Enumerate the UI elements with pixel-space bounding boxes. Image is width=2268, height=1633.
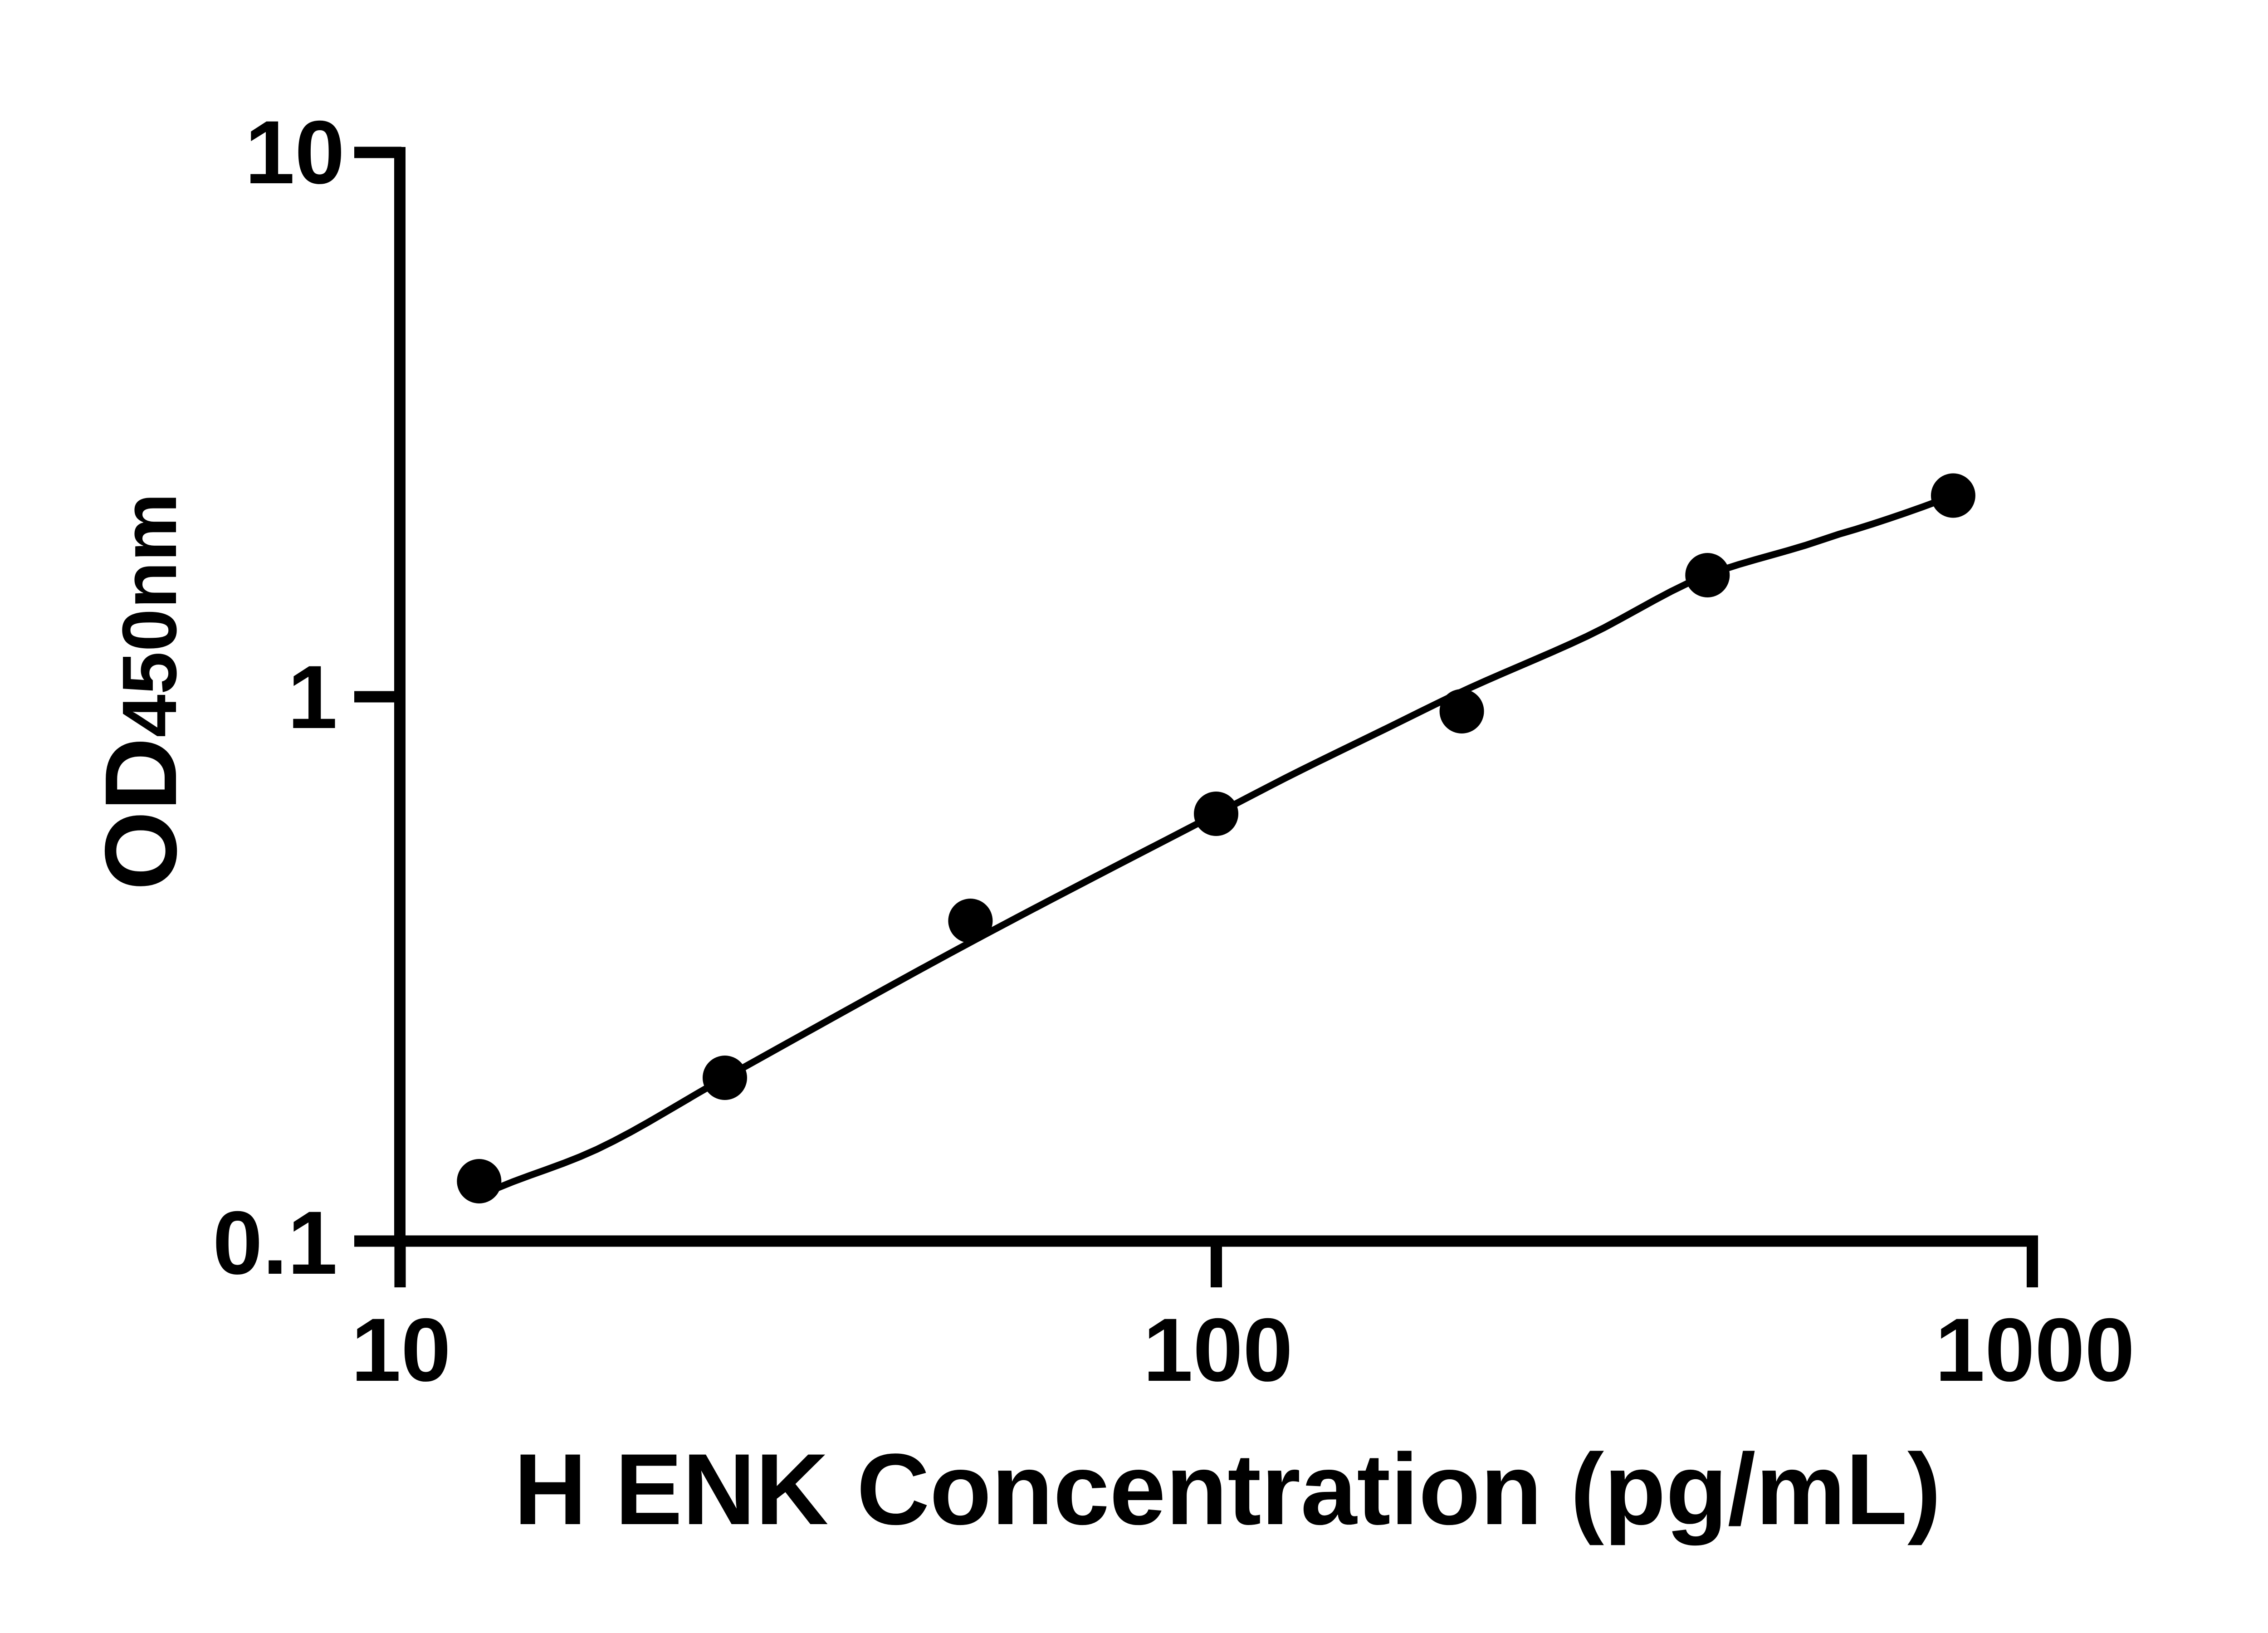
svg-text:0.1: 0.1	[213, 1193, 337, 1293]
svg-text:H ENK Concentration (pg/mL): H ENK Concentration (pg/mL)	[514, 1433, 1941, 1546]
svg-text:10: 10	[351, 1300, 451, 1400]
svg-text:10: 10	[245, 102, 345, 202]
svg-text:100: 100	[1143, 1300, 1293, 1400]
svg-text:1000: 1000	[1935, 1300, 2135, 1400]
svg-text:1: 1	[288, 647, 337, 747]
